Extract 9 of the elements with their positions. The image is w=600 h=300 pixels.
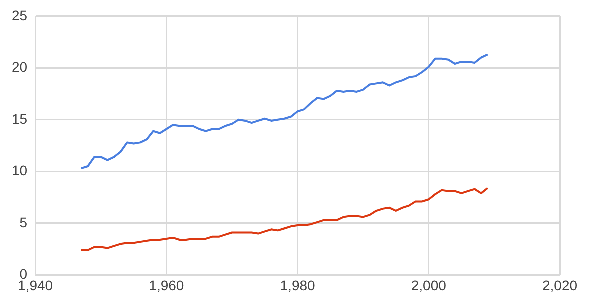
x-tick-label: 2,020	[542, 277, 578, 294]
y-tick-label: 15	[12, 110, 28, 127]
x-tick-label: 1,980	[280, 277, 316, 294]
x-tick-label: 2,000	[411, 277, 447, 294]
y-tick-label: 25	[12, 7, 28, 24]
y-tick-label: 20	[12, 59, 28, 76]
y-tick-label: 5	[20, 214, 28, 230]
x-tick-label: 1,960	[149, 277, 184, 294]
y-tick-label: 10	[12, 162, 28, 179]
